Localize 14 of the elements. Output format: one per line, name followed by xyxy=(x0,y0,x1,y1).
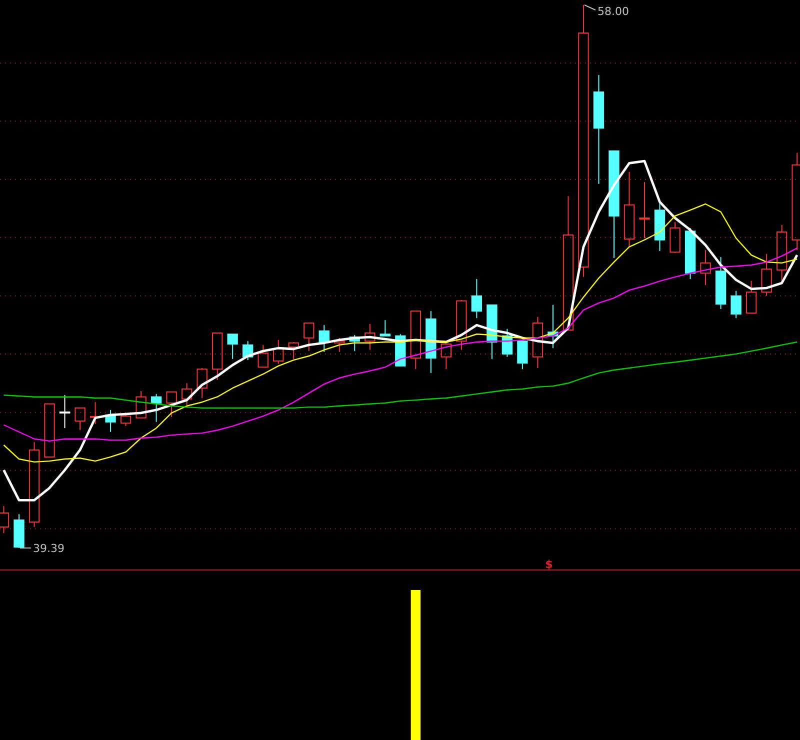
candlestick xyxy=(59,394,70,429)
candlestick xyxy=(426,310,436,374)
candlestick xyxy=(471,278,482,319)
candlestick xyxy=(639,182,650,239)
annotation: 58.00 xyxy=(597,5,629,18)
candlestick xyxy=(593,74,604,184)
candlestick xyxy=(578,4,589,278)
candlestick xyxy=(715,256,726,310)
annotation: 39.39 xyxy=(32,542,64,555)
candlestick xyxy=(28,442,40,528)
candlestick xyxy=(761,253,772,296)
candlestick xyxy=(700,250,711,286)
candlestick xyxy=(776,224,788,282)
text: $ xyxy=(545,558,553,571)
